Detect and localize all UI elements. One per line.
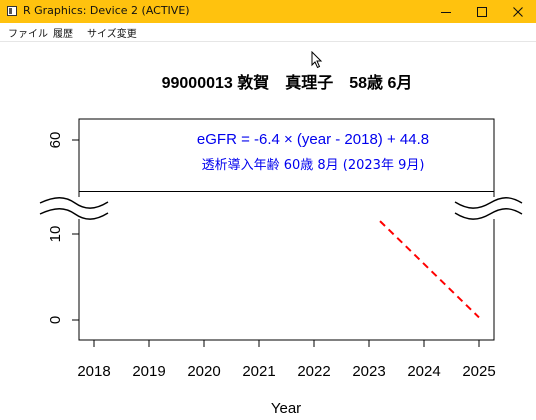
x-tick-label: 2024 (407, 363, 440, 380)
menu-bar: ファイル 履歴 サイズ変更 (0, 23, 536, 42)
annotation-dialysis: 透析導入年齢 60歳 8月 (2023年 9月) (202, 158, 425, 173)
menu-resize[interactable]: サイズ変更 (87, 29, 137, 40)
r-graphics-app-icon (7, 6, 17, 16)
x-tick-label: 2025 (462, 363, 495, 380)
maximize-button[interactable] (464, 0, 500, 23)
x-tick-label: 2023 (352, 363, 385, 380)
y-tick-label: 10 (47, 226, 64, 243)
plot-canvas: 99000013 敦賀 真理子 58歳 6月 eGFR = -6.4 × (ye… (38, 73, 524, 417)
y-axis: 0 10 60 (47, 132, 79, 324)
annotation-formula: eGFR = -6.4 × (year - 2018) + 44.8 (197, 131, 429, 148)
menu-file[interactable]: ファイル (8, 29, 48, 40)
egfr-projection-line (379, 220, 480, 319)
y-tick-label: 60 (47, 132, 64, 149)
series-layer (379, 220, 480, 319)
minimize-button[interactable] (428, 0, 464, 23)
x-tick-label: 2018 (77, 363, 110, 380)
window-titlebar: R Graphics: Device 2 (ACTIVE) (0, 0, 536, 23)
x-tick-label: 2021 (242, 363, 275, 380)
plot-main-title: 99000013 敦賀 真理子 58歳 6月 (162, 73, 413, 92)
x-axis: 2018 2019 2020 2021 2022 2023 2024 2025 (77, 339, 496, 380)
plot-frame (78, 118, 495, 341)
x-axis-label: Year (271, 400, 301, 417)
mouse-cursor-icon (311, 51, 323, 69)
axis-break-left (38, 197, 110, 220)
close-icon (513, 6, 523, 17)
x-tick-label: 2019 (132, 363, 165, 380)
close-button[interactable] (500, 0, 536, 23)
y-tick-label: 0 (47, 316, 64, 324)
x-tick-label: 2020 (187, 363, 220, 380)
axis-break-right (452, 197, 524, 220)
window-title: R Graphics: Device 2 (ACTIVE) (23, 4, 190, 17)
minimize-icon (441, 11, 451, 13)
x-tick-label: 2022 (297, 363, 330, 380)
menu-history[interactable]: 履歴 (53, 29, 73, 40)
maximize-icon (477, 6, 487, 17)
